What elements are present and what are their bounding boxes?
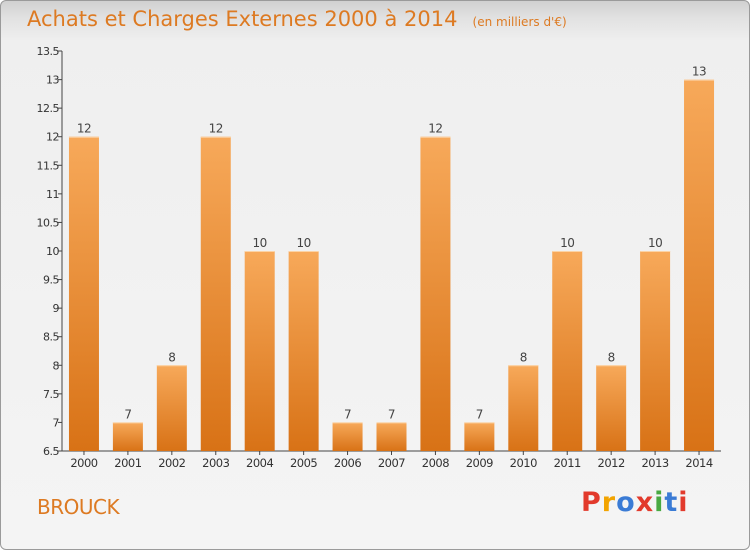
y-tick-label: 8.5 [43, 331, 59, 344]
x-tick-label: 2011 [554, 456, 581, 470]
chart-unit: (en milliers d'€) [472, 15, 567, 29]
bar-2010 [508, 365, 539, 451]
title-row: Achats et Charges Externes 2000 à 2014 (… [27, 7, 567, 31]
bar-2002 [156, 365, 187, 451]
chart-title: Achats et Charges Externes 2000 à 2014 [27, 7, 458, 31]
bar-2008 [420, 136, 451, 451]
x-tick-label: 2003 [202, 456, 229, 470]
bar-2011 [552, 251, 583, 451]
logo-letter: P [581, 487, 602, 518]
y-tick-label: 9.5 [43, 274, 59, 287]
logo-letter: t [664, 487, 679, 518]
x-tick-label: 2001 [114, 456, 141, 470]
y-tick-label: 13 [46, 74, 59, 87]
logo-letter: o [616, 487, 636, 518]
x-tick-label: 2009 [466, 456, 493, 470]
bar-value-label: 12 [428, 122, 442, 136]
bars: 12 7 8 12 10 10 7 7 12 7 8 10 8 10 13 [68, 65, 715, 452]
logo-letter: i [678, 487, 689, 518]
bar-2003 [200, 136, 231, 451]
y-tick-label: 12.5 [37, 102, 60, 115]
bar-2001 [112, 422, 143, 451]
y-tick-label: 10.5 [37, 216, 60, 229]
y-tick-label: 11.5 [37, 159, 60, 172]
bar-2009 [464, 422, 495, 451]
bar-2013 [640, 251, 671, 451]
bar-value-label: 7 [124, 407, 131, 421]
y-tick-label: 6.5 [43, 445, 59, 458]
x-tick-label: 2002 [158, 456, 185, 470]
logo-letter: i [654, 487, 665, 518]
y-tick-label: 9 [53, 302, 60, 315]
bar-value-label: 13 [692, 65, 706, 79]
y-tick-label: 11 [46, 188, 59, 201]
logo-letter: x [635, 487, 655, 518]
y-tick-label: 13.5 [37, 45, 60, 58]
city-name: BROUCK [37, 495, 120, 519]
y-tick-label: 7 [53, 416, 60, 429]
bar-value-label: 8 [520, 350, 527, 364]
y-tick-label: 12 [46, 131, 59, 144]
x-tick-label: 2007 [378, 456, 405, 470]
bar-value-label: 10 [253, 236, 267, 250]
bar-2014 [684, 79, 715, 452]
x-tick-label: 2010 [510, 456, 537, 470]
bar-value-label: 12 [77, 122, 91, 136]
y-tick-label: 8 [53, 359, 60, 372]
x-tick-label: 2013 [641, 456, 668, 470]
bar-2004 [244, 251, 275, 451]
bar-2005 [288, 251, 319, 451]
axes: 6.5 7 7.5 8 8.5 9 9.5 10 10.5 11 11.5 12 12.5 13 13.5 2… [37, 45, 721, 470]
bar-value-label: 8 [168, 350, 175, 364]
bar-value-label: 10 [648, 236, 662, 250]
y-tick-label: 7.5 [43, 388, 59, 401]
bar-2012 [596, 365, 627, 451]
y-tick-label: 10 [46, 245, 59, 258]
bar-2006 [332, 422, 363, 451]
bar-value-label: 7 [344, 407, 351, 421]
bar-value-label: 7 [476, 407, 483, 421]
x-tick-label: 2012 [598, 456, 625, 470]
proxiti-logo: Proxiti [581, 487, 689, 518]
bar-value-label: 10 [296, 236, 310, 250]
bar-value-label: 7 [388, 407, 395, 421]
x-tick-label: 2008 [422, 456, 449, 470]
bar-value-label: 12 [209, 122, 223, 136]
bar-value-label: 8 [608, 350, 615, 364]
bar-value-label: 10 [560, 236, 574, 250]
x-tick-label: 2000 [70, 456, 97, 470]
x-tick-label: 2006 [334, 456, 361, 470]
x-tick-label: 2004 [246, 456, 273, 470]
bar-2000 [68, 136, 99, 451]
bar-2007 [376, 422, 407, 451]
x-tick-label: 2005 [290, 456, 317, 470]
logo-letter: r [601, 487, 617, 518]
x-tick-label: 2014 [685, 456, 712, 470]
